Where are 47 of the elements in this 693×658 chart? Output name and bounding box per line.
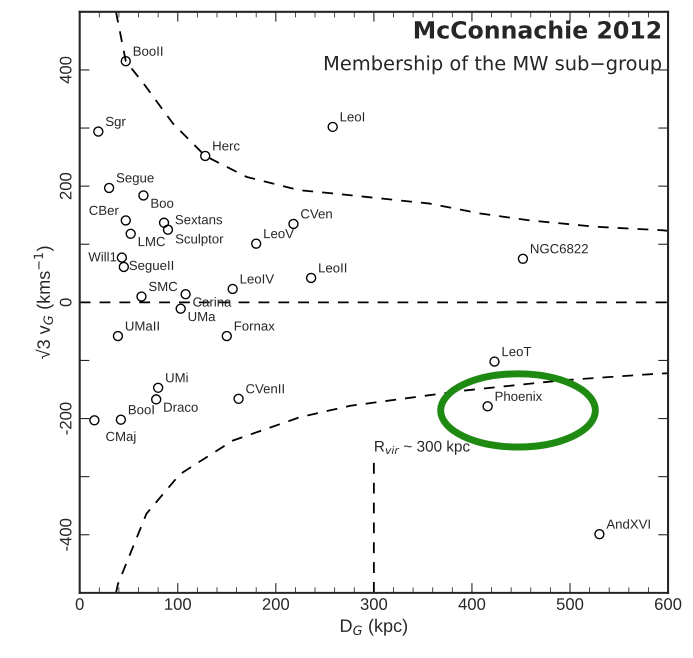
data-label: Boo xyxy=(151,198,174,208)
data-label: Carina xyxy=(193,296,232,307)
data-label: Draco xyxy=(164,402,198,412)
annotation: Membership of the MW sub−group xyxy=(324,55,662,74)
data-label: SMC xyxy=(149,282,178,292)
data-label: Fornax xyxy=(234,321,275,331)
x-tick-label: 100 xyxy=(165,598,192,610)
data-label: Sextans xyxy=(175,214,222,224)
data-label: LeoV xyxy=(264,229,294,238)
data-label: UMi xyxy=(166,372,188,382)
annotation: McConnachie 2012 xyxy=(414,20,660,39)
data-label: LeoII xyxy=(319,263,346,273)
data-label: Sculptor xyxy=(176,234,224,246)
x-tick-label: 0 xyxy=(76,598,84,610)
data-label: SegueII xyxy=(129,260,174,273)
y-tick-label: -400 xyxy=(60,518,72,551)
data-label: CBer xyxy=(89,206,119,216)
data-label: Herc xyxy=(213,141,240,151)
x-tick-label: 200 xyxy=(262,598,290,610)
x-axis-title: D$_{G}$ (kpc) xyxy=(340,618,407,636)
data-label: UMaII xyxy=(126,321,159,331)
data-label: Phoenix xyxy=(496,391,542,401)
data-label: NGC6822 xyxy=(530,244,588,254)
data-label: LeoT xyxy=(502,347,532,356)
x-tick-label: 400 xyxy=(458,598,486,610)
x-tick-label: 300 xyxy=(360,598,388,610)
data-label: CMaj xyxy=(106,431,136,444)
x-tick-label: 500 xyxy=(556,598,584,610)
data-label: Will1 xyxy=(88,252,116,262)
data-label: CVenII xyxy=(246,384,284,394)
data-label: BooI xyxy=(128,405,154,414)
data-label: LeoI xyxy=(340,112,364,122)
data-label: AndXVI xyxy=(606,519,650,529)
x-tick-label: 600 xyxy=(654,598,682,610)
series-label: R$_{vir}$ ~ 300 kpc xyxy=(375,440,470,455)
data-label: LMC xyxy=(138,236,165,246)
data-label: LeoIV xyxy=(240,274,274,284)
y-tick-label: 200 xyxy=(60,172,72,200)
y-axis-title: √3 v$_{G}$ (kms$^{−1}$) xyxy=(34,246,54,359)
data-label: Segue xyxy=(116,173,154,186)
data-label: BooII xyxy=(134,46,162,56)
y-tick-label: -200 xyxy=(60,402,72,434)
data-label: Sgr xyxy=(106,116,126,129)
data-label: UMa xyxy=(188,312,216,322)
data-label: CVen xyxy=(301,209,332,219)
y-tick-label: 0 xyxy=(60,298,72,306)
y-tick-label: 400 xyxy=(60,56,72,84)
